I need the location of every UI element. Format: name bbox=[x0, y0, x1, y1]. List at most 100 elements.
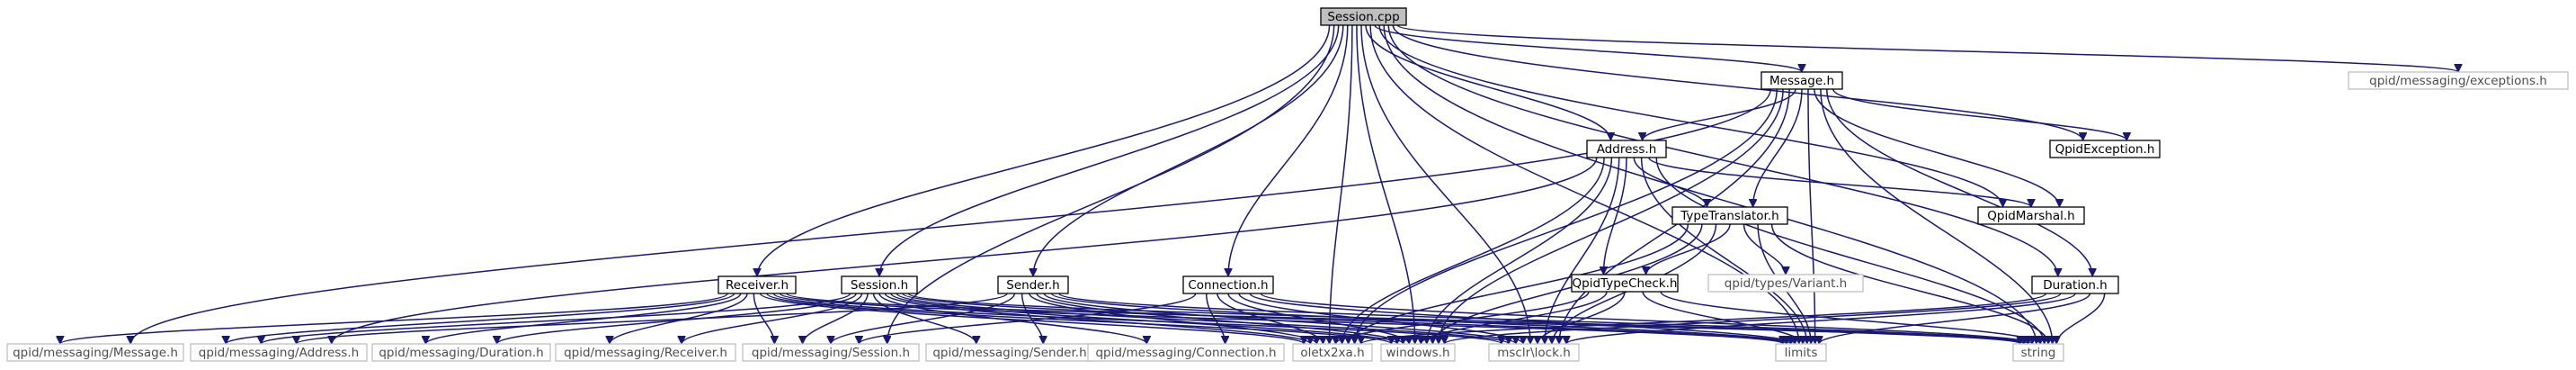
edge-duration_h-to-string bbox=[2056, 293, 2106, 345]
node-box bbox=[1571, 274, 1679, 293]
node-qm-address-h: qpid/messaging/Address.h bbox=[190, 343, 368, 362]
edge-session_h-to-qm_address_h bbox=[261, 293, 851, 345]
edge-connection_h-to-oletx2xa_h bbox=[1217, 293, 1324, 345]
edge-session_cpp-to-message_h bbox=[1374, 24, 1802, 73]
node-label: Duration.h bbox=[2043, 278, 2107, 293]
edge-receiver_h-to-qm_session_h bbox=[753, 293, 774, 345]
node-label: qpid/messaging/Address.h bbox=[199, 346, 359, 360]
edge-receiver_h-to-qm_duration_h bbox=[425, 293, 742, 345]
edge-connection_h-to-limits bbox=[1249, 293, 1795, 345]
node-box bbox=[718, 275, 797, 294]
node-qm-receiver-h: qpid/messaging/Receiver.h bbox=[555, 343, 736, 362]
node-box bbox=[1775, 343, 1827, 362]
edge-sender_h-to-string bbox=[1058, 293, 2028, 345]
node-box bbox=[1977, 206, 2085, 225]
node-label: qpid/messaging/Connection.h bbox=[1095, 346, 1276, 360]
edge-session_cpp-to-address_h bbox=[1365, 24, 1610, 141]
node-box bbox=[2031, 275, 2119, 294]
node-box bbox=[997, 275, 1069, 294]
node-label: string bbox=[2021, 346, 2056, 360]
node-qm-message-h: qpid/messaging/Message.h bbox=[6, 343, 184, 362]
edge-connection_h-to-qm_connection_h bbox=[1205, 293, 1226, 345]
node-label: windows.h bbox=[1386, 346, 1449, 360]
node-box bbox=[841, 275, 918, 294]
node-label: msclr\lock.h bbox=[1497, 346, 1571, 360]
node-qpid-exceptions-h: qpid/messaging/exceptions.h bbox=[2348, 71, 2569, 90]
edge-sender_h-to-msclr_lock_h bbox=[1043, 293, 1516, 345]
node-label: oletx2xa.h bbox=[1300, 346, 1364, 360]
node-limits: limits bbox=[1775, 343, 1827, 362]
node-box bbox=[1586, 140, 1667, 158]
edge-message_h-to-address_h bbox=[1643, 88, 1796, 141]
node-sender-h[interactable]: Sender.h bbox=[997, 275, 1069, 294]
edge-duration_h-to-msclr_lock_h bbox=[1566, 293, 2076, 345]
node-session-cpp[interactable]: Session.cpp bbox=[1320, 7, 1407, 26]
node-oletx2xa-h: oletx2xa.h bbox=[1292, 343, 1373, 362]
node-string: string bbox=[2012, 343, 2064, 362]
node-label: Address.h bbox=[1597, 142, 1657, 157]
node-connection-h[interactable]: Connection.h bbox=[1182, 275, 1274, 294]
edge-connection_h-to-msclr_lock_h bbox=[1238, 293, 1523, 345]
node-label: qpid/messaging/Session.h bbox=[752, 346, 910, 360]
node-type-translator-h[interactable]: TypeTranslator.h bbox=[1671, 206, 1788, 225]
edge-message_h-to-type_translator_h bbox=[1753, 88, 1803, 207]
edge-sender_h-to-oletx2xa_h bbox=[1029, 293, 1317, 345]
node-label: qpid/messaging/Duration.h bbox=[379, 346, 543, 360]
edge-message_h-to-windows_h bbox=[1439, 88, 1784, 344]
edge-sender_h-to-limits bbox=[1050, 293, 1791, 345]
node-qpid-marshal-h[interactable]: QpidMarshal.h bbox=[1977, 206, 2085, 225]
node-duration-h[interactable]: Duration.h bbox=[2031, 275, 2119, 294]
edge-connection_h-to-string bbox=[1260, 293, 2032, 345]
edge-session_cpp-to-qpid_exception_h bbox=[1392, 24, 2082, 141]
node-label: Session.h bbox=[851, 278, 908, 293]
edge-duration_h-to-oletx2xa_h bbox=[1361, 293, 2047, 345]
node-label: qpid/types/Variant.h bbox=[1725, 276, 1847, 291]
edge-session_cpp-to-oletx2xa_h bbox=[1330, 24, 1353, 344]
edge-type_translator_h-to-string bbox=[1770, 223, 2049, 345]
nodes-layer: Session.cpp Message.h qpid/messaging/excep… bbox=[6, 7, 2569, 362]
node-label: qpid/messaging/Message.h bbox=[13, 346, 178, 360]
edge-session_h-to-qm_receiver_h bbox=[682, 293, 863, 345]
edge-type_translator_h-to-oletx2xa_h bbox=[1349, 223, 1689, 345]
node-label: Sender.h bbox=[1006, 278, 1059, 293]
edge-receiver_h-to-qm_message_h bbox=[60, 293, 728, 345]
node-address-h[interactable]: Address.h bbox=[1586, 140, 1667, 158]
node-box bbox=[6, 343, 184, 362]
node-qm-session-h: qpid/messaging/Session.h bbox=[742, 343, 920, 362]
edge-qpid_type_check_h-to-msclr_lock_h bbox=[1538, 291, 1626, 345]
node-qm-sender-h: qpid/messaging/Sender.h bbox=[925, 343, 1094, 362]
node-box bbox=[1760, 71, 1843, 90]
node-label: TypeTranslator.h bbox=[1680, 209, 1778, 223]
edge-address_h-to-qm_address_h bbox=[332, 157, 1598, 345]
edge-session_cpp-to-qpid_marshal_h bbox=[1378, 24, 2002, 207]
node-label: QpidException.h bbox=[2055, 142, 2155, 157]
node-box bbox=[742, 343, 920, 362]
edge-session_h-to-string bbox=[907, 293, 2025, 345]
edge-message_h-to-duration_h bbox=[1826, 88, 2092, 276]
edge-message_h-to-qpid_exception_h bbox=[1832, 88, 2127, 141]
edge-address_h-to-qpid_type_check_h bbox=[1603, 157, 1627, 275]
node-qpid-type-check-h[interactable]: QpidTypeCheck.h bbox=[1571, 274, 1679, 293]
node-label: Session.cpp bbox=[1327, 10, 1399, 24]
edge-session_cpp-to-connection_h bbox=[1228, 24, 1349, 276]
edge-session_cpp-to-receiver_h bbox=[757, 24, 1331, 276]
node-qm-connection-h: qpid/messaging/Connection.h bbox=[1087, 343, 1285, 362]
node-label: qpid/messaging/Sender.h bbox=[932, 346, 1086, 360]
edge-sender_h-to-windows_h bbox=[1036, 293, 1404, 345]
node-box bbox=[190, 343, 368, 362]
node-box bbox=[1671, 206, 1788, 225]
edges-layer bbox=[60, 24, 2458, 345]
node-qpid-exception-h[interactable]: QpidException.h bbox=[2049, 140, 2161, 158]
node-session-h[interactable]: Session.h bbox=[841, 275, 918, 294]
node-qm-duration-h: qpid/messaging/Duration.h bbox=[371, 343, 551, 362]
node-label: qpid/messaging/exceptions.h bbox=[2369, 74, 2547, 88]
node-receiver-h[interactable]: Receiver.h bbox=[718, 275, 797, 294]
node-box bbox=[1292, 343, 1373, 362]
node-label: Connection.h bbox=[1188, 278, 1268, 293]
edge-receiver_h-to-windows_h bbox=[766, 293, 1392, 345]
node-message-h[interactable]: Message.h bbox=[1760, 71, 1843, 90]
node-box bbox=[555, 343, 736, 362]
node-label: limits bbox=[1785, 346, 1818, 360]
node-box bbox=[1380, 343, 1456, 362]
edge-address_h-to-string bbox=[1655, 157, 2045, 344]
